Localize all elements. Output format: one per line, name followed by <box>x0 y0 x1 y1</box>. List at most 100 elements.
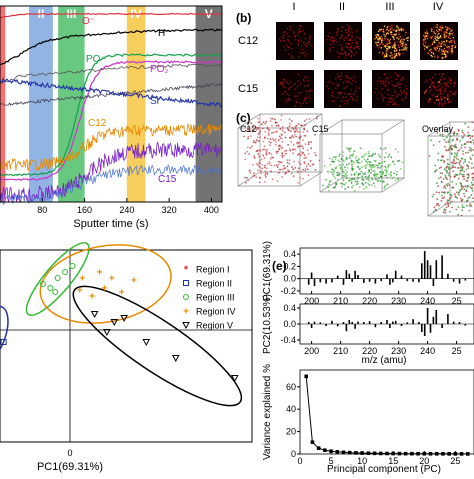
volume-voxel <box>270 142 272 144</box>
volume-voxel <box>463 188 465 190</box>
image-pixel <box>450 79 451 80</box>
volume-voxel <box>352 153 354 155</box>
pc-axis-title: Principal component (PC) <box>327 464 441 474</box>
image-pixel <box>374 92 375 93</box>
volume-voxel <box>248 136 250 138</box>
image-pixel <box>396 53 397 54</box>
volume-voxel <box>395 180 397 182</box>
image-pixel <box>451 36 452 37</box>
volume-voxel <box>330 164 332 166</box>
volume-voxel <box>267 173 269 175</box>
volume-voxel <box>461 207 463 209</box>
image-pixel <box>326 86 327 87</box>
image-pixel <box>288 99 289 100</box>
image-pixel <box>308 85 309 86</box>
image-pixel <box>433 31 434 32</box>
volume-voxel <box>390 174 392 176</box>
volume-voxel <box>256 163 258 165</box>
image-pixel <box>450 91 451 92</box>
image-pixel <box>399 55 400 56</box>
volume-voxel <box>453 159 455 161</box>
loading-bar <box>389 279 391 285</box>
score-point: + <box>89 292 95 303</box>
volume-voxel <box>273 140 275 142</box>
image-pixel <box>388 47 389 48</box>
volume-voxel <box>397 151 399 153</box>
image-pixel <box>446 97 447 98</box>
x-tick-label: 220 <box>362 296 377 306</box>
volume-voxel <box>461 188 463 190</box>
image-pixel <box>287 94 288 95</box>
loading-bar <box>311 273 313 279</box>
image-pixel <box>384 85 385 86</box>
volume-voxel <box>260 172 262 174</box>
image-pixel <box>394 103 395 104</box>
volume-voxel <box>271 154 273 156</box>
image-pixel <box>437 24 438 25</box>
volume-voxel <box>463 206 465 208</box>
image-pixel <box>288 89 289 90</box>
loading-bar <box>331 321 333 324</box>
image-pixel <box>298 44 299 45</box>
image-tile <box>276 22 314 60</box>
image-pixel <box>405 47 406 48</box>
image-pixel <box>449 51 450 52</box>
image-pixel <box>287 82 288 83</box>
volume-voxel <box>385 147 387 149</box>
image-pixel <box>394 34 395 35</box>
image-pixel <box>378 42 379 43</box>
image-pixel <box>333 40 334 41</box>
volume-voxel <box>457 152 459 154</box>
volume-voxel <box>257 164 259 166</box>
loading-bar <box>418 279 420 283</box>
image-pixel <box>287 39 288 40</box>
image-pixel <box>394 53 395 54</box>
volume-voxel <box>346 147 348 149</box>
volume-voxel <box>364 154 366 156</box>
volume-voxel <box>298 161 300 163</box>
image-pixel <box>357 47 358 48</box>
image-pixel <box>446 35 447 36</box>
volume-voxel <box>443 187 445 189</box>
image-pixel <box>406 47 407 48</box>
volume-voxel <box>259 162 261 164</box>
series-label-c12: C12 <box>88 118 107 129</box>
image-pixel <box>301 40 302 41</box>
image-pixel <box>405 95 406 96</box>
image-pixel <box>347 103 348 104</box>
x-tick-label: 25 <box>450 456 460 466</box>
volume-voxel <box>445 149 447 151</box>
volume-voxel <box>322 185 324 187</box>
volume-voxel <box>443 192 445 194</box>
volume-voxel <box>289 148 291 150</box>
image-pixel <box>451 52 452 53</box>
image-pixel <box>281 82 282 83</box>
volume-voxel <box>463 171 465 173</box>
loading-bar <box>363 322 365 324</box>
image-pixel <box>426 35 427 36</box>
volume-voxel <box>430 139 432 141</box>
volume-voxel <box>253 142 255 144</box>
score-point <box>173 356 179 362</box>
volume-voxel <box>288 170 290 172</box>
volume-voxel <box>365 176 367 178</box>
volume-voxel <box>293 161 295 163</box>
score-point: + <box>97 268 103 279</box>
image-pixel <box>446 41 447 42</box>
volume-voxel <box>374 173 376 175</box>
image-pixel <box>388 30 389 31</box>
volume-voxel <box>444 168 446 170</box>
image-pixel <box>353 93 354 94</box>
volume-voxel <box>463 186 465 188</box>
volume-voxel <box>470 186 472 188</box>
image-pixel <box>375 42 376 43</box>
image-pixel <box>386 50 387 51</box>
image-pixel <box>293 31 294 32</box>
volume-voxel <box>444 146 446 148</box>
y-axis-title: PC1(69.31%) <box>262 241 273 301</box>
image-pixel <box>357 96 358 97</box>
volume-voxel <box>331 168 333 170</box>
image-pixel <box>301 92 302 93</box>
image-pixel <box>433 39 434 40</box>
image-pixel <box>391 34 392 35</box>
